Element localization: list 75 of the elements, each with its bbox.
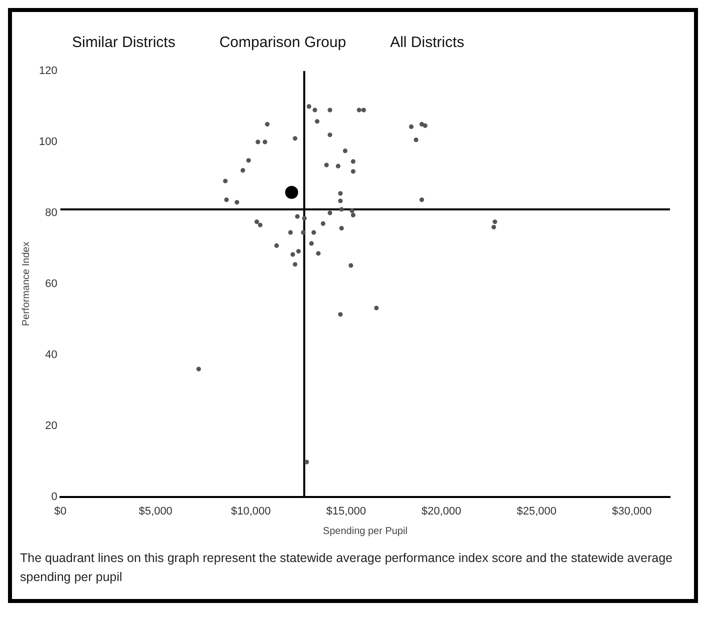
point [320, 221, 326, 226]
text: The quadrant lines on this graph represent the statewide average performance index score and the statewide average spending per pupil [19, 550, 674, 586]
y-tick-label: 40 [45, 348, 58, 361]
y-tick-label: 100 [38, 136, 58, 148]
point [295, 214, 300, 219]
point [256, 140, 260, 144]
text: Similar Districts [72, 34, 176, 51]
point [328, 108, 332, 112]
point [306, 104, 312, 109]
point [342, 148, 348, 154]
point [350, 212, 356, 218]
point [234, 200, 240, 205]
point [292, 262, 298, 267]
point [414, 138, 418, 142]
x-axis-title: Spending per Pupil [322, 526, 408, 537]
x-tick-label: $10,000 [230, 505, 271, 518]
y-tick-label: 80 [45, 206, 58, 219]
point [356, 108, 362, 112]
point [336, 164, 340, 168]
point [300, 230, 306, 235]
point [274, 243, 279, 248]
point [350, 169, 356, 174]
x-tick-label: $25,000 [516, 505, 557, 518]
point [304, 460, 309, 464]
point [258, 222, 263, 228]
point [316, 251, 321, 256]
point [350, 208, 354, 214]
point [338, 198, 343, 204]
y-tick-label: 60 [45, 278, 58, 290]
point [288, 230, 293, 235]
point [338, 312, 343, 317]
y-tick-label: 20 [45, 420, 58, 432]
point [324, 162, 329, 168]
point [339, 226, 344, 230]
point [240, 168, 246, 173]
point [374, 306, 379, 310]
point [246, 158, 251, 163]
point [328, 132, 332, 138]
point [223, 178, 228, 184]
text: All Districts [390, 34, 464, 51]
y-tick-label: 120 [38, 65, 58, 78]
point [492, 220, 498, 224]
x-tick-label: $20,000 [422, 505, 462, 518]
point [262, 140, 268, 144]
point [311, 230, 316, 235]
point [419, 122, 424, 127]
x-tick-label: $30,000 [612, 505, 652, 518]
point [419, 198, 424, 202]
text: Comparison Group [219, 34, 346, 51]
point [309, 241, 314, 246]
point [296, 248, 301, 254]
point [292, 136, 298, 141]
point [408, 124, 414, 130]
y-tick-label: 0 [51, 490, 58, 503]
y-axis-title: Performance Index [20, 242, 32, 326]
point [339, 207, 344, 212]
point [361, 108, 366, 112]
point [348, 263, 354, 268]
point [328, 210, 332, 216]
point [264, 122, 270, 127]
point [224, 198, 229, 202]
point [196, 366, 201, 372]
point [350, 159, 356, 164]
point [302, 216, 307, 221]
point [254, 220, 260, 224]
point [422, 123, 428, 128]
point [491, 224, 496, 230]
point [290, 252, 296, 257]
point [285, 186, 298, 199]
point [338, 191, 343, 196]
point [312, 108, 318, 112]
x-tick-label: $15,000 [326, 505, 366, 518]
x-tick-label: $0 [54, 505, 66, 518]
x-tick-label: $5,000 [138, 505, 172, 518]
point [314, 119, 320, 124]
